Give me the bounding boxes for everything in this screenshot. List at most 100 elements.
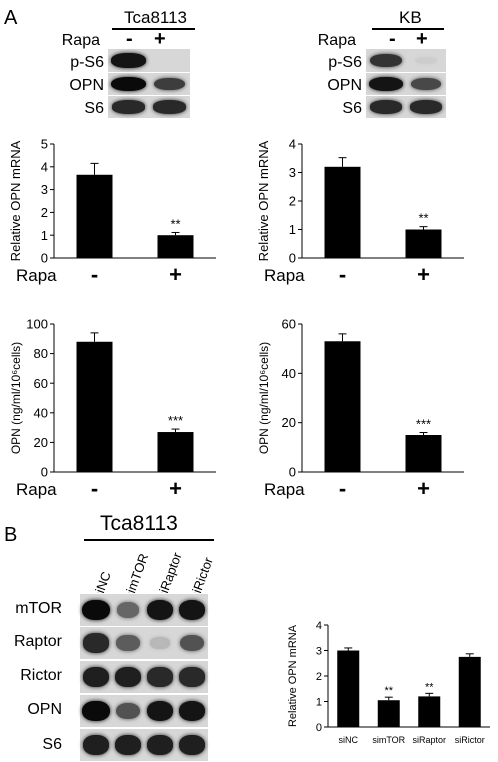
sign-plus: + <box>416 28 428 50</box>
x-axis-label: Rapa <box>264 480 305 499</box>
blot-label-p-s6: p-S6 <box>70 54 104 71</box>
blot-band <box>83 633 109 653</box>
blot-band <box>369 77 403 91</box>
category-label: + <box>417 262 430 287</box>
category-label: - <box>339 262 346 287</box>
y-tick-label: 4 <box>289 137 296 152</box>
blot-band <box>111 76 146 92</box>
significance-label: *** <box>416 417 431 432</box>
bar <box>458 656 481 727</box>
cell-title-tca8113: Tca8113 <box>124 8 188 27</box>
y-tick-label: 3 <box>289 165 296 180</box>
y-tick-label: 1 <box>316 696 322 708</box>
category-label: siRictor <box>455 735 485 745</box>
blot-band <box>116 702 140 720</box>
significance-label: ** <box>425 681 434 693</box>
bar <box>324 341 361 472</box>
treatment-label: Rapa <box>61 32 100 49</box>
panel-b-title: Tca8113 <box>100 512 178 535</box>
cell-title-kb: KB <box>399 8 422 27</box>
blot-band <box>111 53 146 68</box>
x-axis-label: Rapa <box>16 266 57 285</box>
bar <box>76 341 113 472</box>
bar <box>157 432 194 472</box>
y-tick-label: 80 <box>34 346 48 361</box>
blot-band <box>410 78 442 90</box>
blot-label-raptor: Raptor <box>13 633 62 650</box>
blot-band <box>180 634 204 652</box>
blot-strip <box>366 95 446 119</box>
bar <box>76 174 113 258</box>
blot-band <box>150 637 170 649</box>
blot-band <box>146 599 174 621</box>
y-tick-label: 0 <box>289 251 296 266</box>
y-tick-label: 2 <box>41 205 48 220</box>
blot-band <box>179 667 205 687</box>
blot-band <box>370 53 402 68</box>
blot-label-rictor: Rictor <box>20 667 62 684</box>
category-label: siRaptor <box>412 735 446 745</box>
category-label: + <box>417 476 430 501</box>
panel-letter-b: B <box>4 524 18 546</box>
y-tick-label: 40 <box>34 405 48 420</box>
category-label: siNC <box>339 735 359 745</box>
category-label: - <box>339 476 346 501</box>
blot-strip <box>80 626 208 660</box>
y-tick-label: 3 <box>41 182 48 197</box>
significance-label: ** <box>418 211 428 226</box>
blot-strip <box>80 694 208 728</box>
blot-label-opn: OPN <box>327 77 362 94</box>
blot-band <box>114 667 142 687</box>
blot-band <box>116 634 140 652</box>
blot-band <box>178 735 206 755</box>
category-label: - <box>91 262 98 287</box>
bar <box>405 229 442 258</box>
y-tick-label: 0 <box>289 465 296 480</box>
blot-strip <box>366 72 446 96</box>
blot-band <box>146 735 174 755</box>
y-tick-label: 20 <box>34 435 48 450</box>
y-axis-label: Relative OPN mRNA <box>287 624 299 727</box>
bar <box>337 650 360 727</box>
y-tick-label: 1 <box>41 228 48 243</box>
category-label: + <box>169 476 182 501</box>
panel-b-title-underline <box>84 539 214 541</box>
blot-strip <box>80 728 208 762</box>
y-tick-label: 1 <box>289 222 296 237</box>
blot-band <box>82 667 110 687</box>
significance-label: *** <box>168 413 183 428</box>
chart-kb-elisa: 0 20 40 60 OPN (ng/ml/10⁶cells) - *** + Rapa <box>257 317 464 501</box>
y-tick-label: 3 <box>316 645 322 657</box>
blot-label-opn: OPN <box>69 77 104 94</box>
y-axis-label: OPN (ng/ml/10⁶cells) <box>9 342 23 454</box>
blot-band <box>146 700 174 722</box>
bar <box>418 696 441 727</box>
blot-band <box>369 100 403 114</box>
significance-label: ** <box>170 216 180 231</box>
blot-label-s6: S6 <box>342 100 362 117</box>
blot-label-opn: OPN <box>27 701 62 718</box>
y-tick-label: 20 <box>282 415 296 430</box>
bar <box>157 235 194 258</box>
y-axis-label: Relative OPN mRNA <box>8 140 23 261</box>
bar <box>324 166 361 258</box>
x-axis-label: Rapa <box>264 266 305 285</box>
blot-label-s6: S6 <box>84 100 104 117</box>
chart-kb-mrna: 0 1 2 3 4 Relative OPN mRNA - ** + Rapa <box>256 137 464 287</box>
blot-band <box>152 100 186 114</box>
blot-band <box>114 735 142 755</box>
blot-strip <box>366 48 446 73</box>
y-tick-label: 0 <box>41 465 48 480</box>
y-tick-label: 2 <box>289 194 296 209</box>
blot-band <box>178 700 206 722</box>
blot-band <box>116 602 140 618</box>
blot-label-p-s6: p-S6 <box>328 54 362 71</box>
blot-strip <box>80 593 208 627</box>
category-label: simTOR <box>372 735 405 745</box>
category-label: - <box>91 476 98 501</box>
panel-letter-a: A <box>4 7 18 29</box>
cell-title-underline <box>112 28 195 30</box>
blot-label-s6: S6 <box>42 736 62 753</box>
y-tick-label: 4 <box>316 620 322 632</box>
